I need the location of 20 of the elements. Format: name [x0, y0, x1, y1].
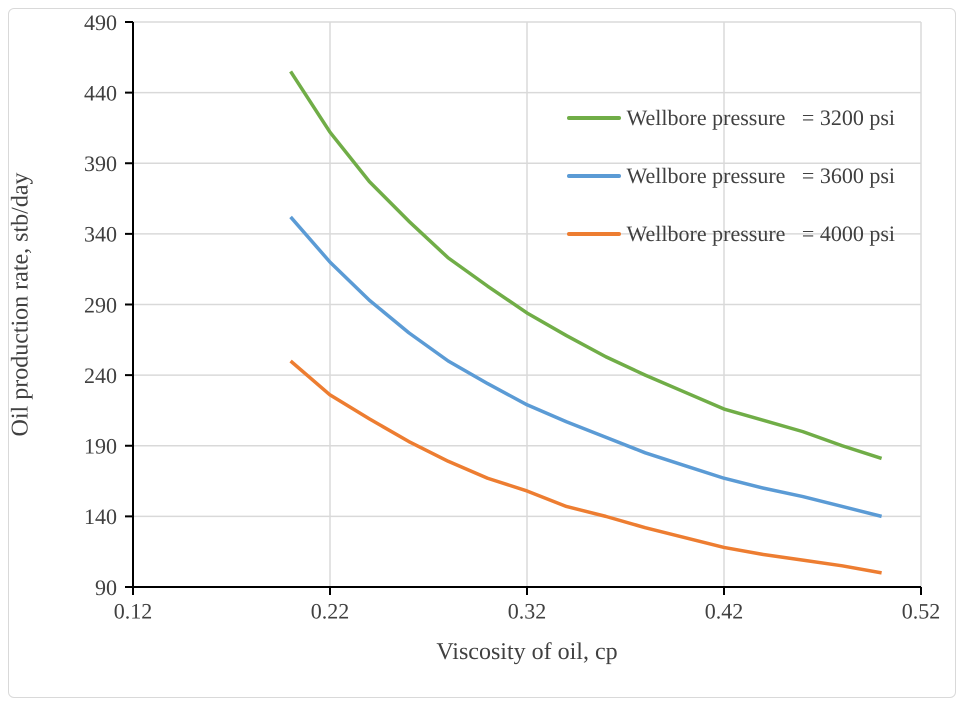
legend-label: Wellbore pressure = 3600 psi: [626, 163, 895, 189]
y-tick-label: 140: [84, 504, 117, 530]
x-tick-label: 0.22: [310, 598, 350, 624]
y-tick-label: 90: [95, 574, 117, 600]
x-axis-title: Viscosity of oil, cp: [436, 639, 618, 665]
legend-label: Wellbore pressure = 3200 psi: [626, 105, 895, 131]
y-axis-title: Oil production rate, stb/day: [8, 172, 34, 436]
y-tick-label: 240: [84, 362, 117, 388]
y-tick-label: 290: [84, 292, 117, 318]
y-tick-label: 440: [84, 80, 117, 106]
y-tick-label: 340: [84, 222, 117, 247]
x-tick-label: 0.42: [704, 598, 744, 624]
y-tick-label: 190: [84, 434, 117, 459]
y-tick-label: 390: [84, 151, 117, 176]
x-tick-label: 0.32: [508, 598, 546, 624]
y-tick-label: 490: [84, 10, 117, 35]
line-series: [288, 359, 884, 575]
legend-label: Wellbore pressure = 4000 psi: [626, 221, 895, 247]
x-tick-label: 0.12: [114, 598, 152, 624]
x-tick-label: 0.52: [902, 598, 940, 624]
